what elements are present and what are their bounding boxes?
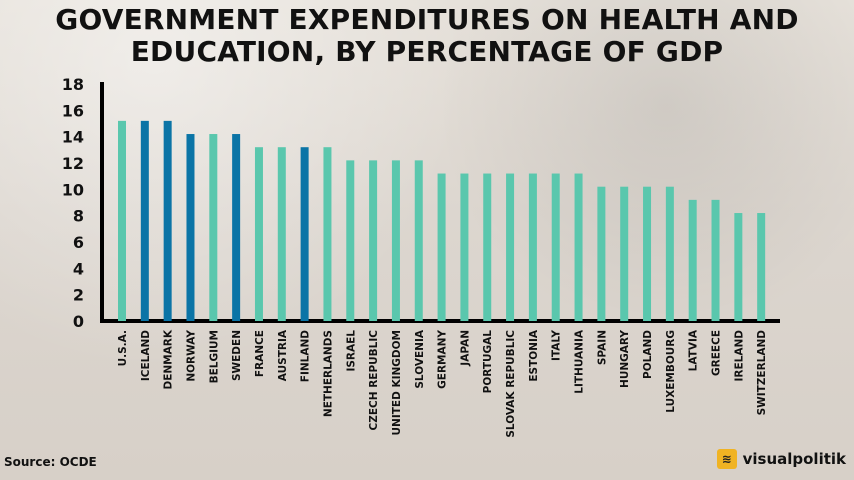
- x-tick-label: AUSTRIA: [277, 329, 289, 381]
- brand-name: visualpolitik: [742, 450, 846, 468]
- bar: [254, 147, 263, 321]
- x-tick-label: SLOVAK REPUBLIC: [505, 330, 517, 438]
- x-tick-label: DENMARK: [163, 329, 175, 389]
- chart-title: GOVERNMENT EXPENDITURES ON HEALTH AND ED…: [0, 4, 854, 68]
- y-tick-label: 8: [73, 207, 84, 226]
- x-tick-label: JAPAN: [459, 330, 471, 367]
- x-tick-label: HUNGARY: [619, 330, 631, 388]
- x-tick-label: SWITZERLAND: [756, 330, 768, 416]
- bar: [688, 199, 697, 321]
- y-tick-label: 2: [73, 286, 84, 305]
- x-tick-label: GERMANY: [437, 330, 449, 389]
- bar: [620, 186, 629, 321]
- bar: [734, 213, 743, 321]
- x-tick-label: ISRAEL: [345, 330, 357, 372]
- bar: [665, 186, 674, 321]
- bar: [437, 173, 446, 321]
- bar: [163, 120, 172, 321]
- bar: [186, 134, 195, 321]
- y-tick-label: 16: [62, 101, 84, 120]
- bar: [346, 160, 355, 321]
- x-tick-label: BELGIUM: [208, 330, 220, 383]
- bar: [414, 160, 423, 321]
- bar: [643, 186, 652, 321]
- y-tick-label: 12: [62, 154, 84, 173]
- x-tick-label: UNITED KINGDOM: [391, 330, 403, 435]
- source-note: Source: OCDE: [4, 455, 97, 469]
- chart-title-line-2: EDUCATION, BY PERCENTAGE OF GDP: [130, 35, 724, 68]
- x-tick-label: NETHERLANDS: [322, 330, 334, 417]
- bar: [551, 173, 560, 321]
- bar: [232, 134, 241, 321]
- bar: [460, 173, 469, 321]
- bar: [369, 160, 378, 321]
- bar: [277, 147, 286, 321]
- bar: [528, 173, 537, 321]
- x-tick-label: FRANCE: [254, 330, 266, 377]
- bar: [506, 173, 515, 321]
- x-tick-label: LUXEMBOURG: [665, 330, 677, 413]
- x-tick-label: POLAND: [642, 330, 654, 379]
- x-tick-label: LITHUANIA: [574, 329, 586, 394]
- bar: [391, 160, 400, 321]
- x-tick-label: ESTONIA: [528, 329, 540, 382]
- y-tick-label: 0: [73, 312, 84, 331]
- y-tick-label: 6: [73, 233, 84, 252]
- bar: [140, 120, 149, 321]
- brand-logo: ≋ visualpolitik: [716, 449, 846, 469]
- x-tick-label: U.S.A.: [117, 330, 129, 366]
- y-tick-label: 10: [62, 180, 84, 199]
- bar: [323, 147, 332, 321]
- x-tick-label: SLOVENIA: [414, 329, 426, 389]
- x-tick-label: LATVIA: [688, 329, 700, 371]
- y-tick-label: 14: [62, 128, 84, 147]
- bar: [597, 186, 606, 321]
- x-tick-label: CZECH REPUBLIC: [368, 330, 380, 431]
- y-tick-label: 4: [73, 259, 84, 278]
- chart-title-line-1: GOVERNMENT EXPENDITURES ON HEALTH AND: [55, 3, 799, 36]
- x-tick-label: NORWAY: [185, 330, 197, 382]
- x-tick-label: IRELAND: [733, 330, 745, 382]
- x-tick-label: GREECE: [711, 330, 723, 376]
- x-tick-label: SPAIN: [596, 330, 608, 365]
- visualpolitik-logo-icon: ≋: [716, 449, 737, 469]
- bar: [118, 120, 126, 321]
- bar: [711, 199, 720, 321]
- x-tick-label: SWEDEN: [231, 330, 243, 381]
- bar: [483, 173, 492, 321]
- x-tick-label: ICELAND: [140, 330, 152, 381]
- x-tick-label: ITALY: [551, 330, 563, 361]
- bar: [757, 213, 766, 321]
- x-tick-label: FINLAND: [300, 330, 312, 382]
- bar: [574, 173, 583, 321]
- x-tick-label: PORTUGAL: [482, 330, 494, 394]
- y-tick-label: 18: [62, 75, 84, 94]
- bar: [300, 147, 309, 321]
- bar: [209, 134, 218, 321]
